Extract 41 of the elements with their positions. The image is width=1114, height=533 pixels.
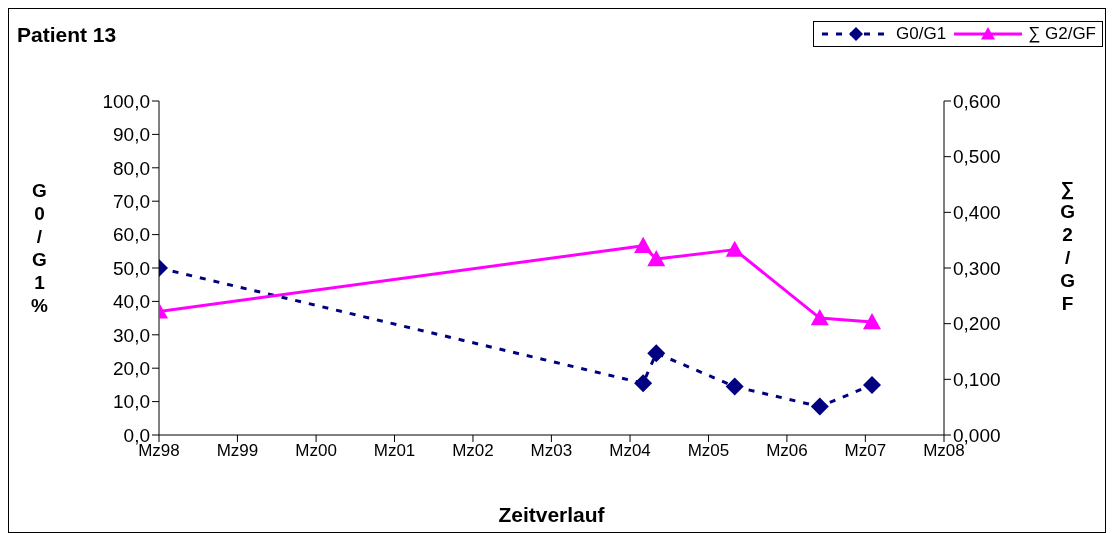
y-tick-label: 70,0 (113, 190, 150, 212)
point (634, 374, 653, 393)
y-tick-label: 40,0 (113, 291, 150, 313)
y-tick-label: 30,0 (113, 324, 150, 346)
point (725, 377, 744, 396)
x-tick-label: Mz02 (452, 441, 494, 461)
y2-tick-label: 0,600 (953, 90, 1001, 112)
x-axis-title: Zeitverlauf (497, 503, 606, 527)
chart-title: Patient 13 (17, 23, 117, 47)
y-tick-label: 100,0 (102, 90, 150, 112)
x-tick-label: Mz07 (844, 441, 887, 461)
y-axis-title: G0/G1 % (31, 179, 48, 317)
y-tick-label: 20,0 (113, 357, 150, 379)
point (647, 250, 666, 267)
point (647, 344, 666, 363)
legend-label: G0/G1 (896, 24, 947, 44)
y2-axis-title: ∑G2/GF (1060, 177, 1075, 315)
x-tick-label: Mz05 (687, 441, 730, 461)
x-tick-label: Mz04 (609, 441, 651, 461)
legend-label: ∑ G2/GF (1028, 24, 1096, 44)
y-tick-label: 80,0 (113, 157, 150, 179)
x-tick-label: Mz00 (295, 441, 337, 461)
y2-tick-label: 0,100 (953, 369, 1001, 391)
y-tick-label: 90,0 (113, 124, 150, 146)
point (810, 397, 829, 416)
point (634, 236, 653, 253)
y-tick-label: 60,0 (113, 224, 150, 246)
y2-tick-label: 0,400 (953, 202, 1001, 224)
x-tick-label: Mz01 (373, 441, 416, 461)
y-tick-label: 50,0 (113, 257, 150, 279)
x-tick-label: Mz99 (216, 441, 259, 461)
y2-tick-label: 0,200 (953, 313, 1001, 335)
y2-tick-label: 0,500 (953, 146, 1001, 168)
y-tick-label: 10,0 (113, 391, 150, 413)
x-tick-label: Mz03 (530, 441, 573, 461)
x-tick-label: Mz06 (766, 441, 808, 461)
point (863, 375, 882, 394)
point (725, 240, 744, 257)
point (863, 313, 882, 330)
point (810, 309, 829, 326)
y2-tick-label: 0,300 (953, 257, 1001, 279)
